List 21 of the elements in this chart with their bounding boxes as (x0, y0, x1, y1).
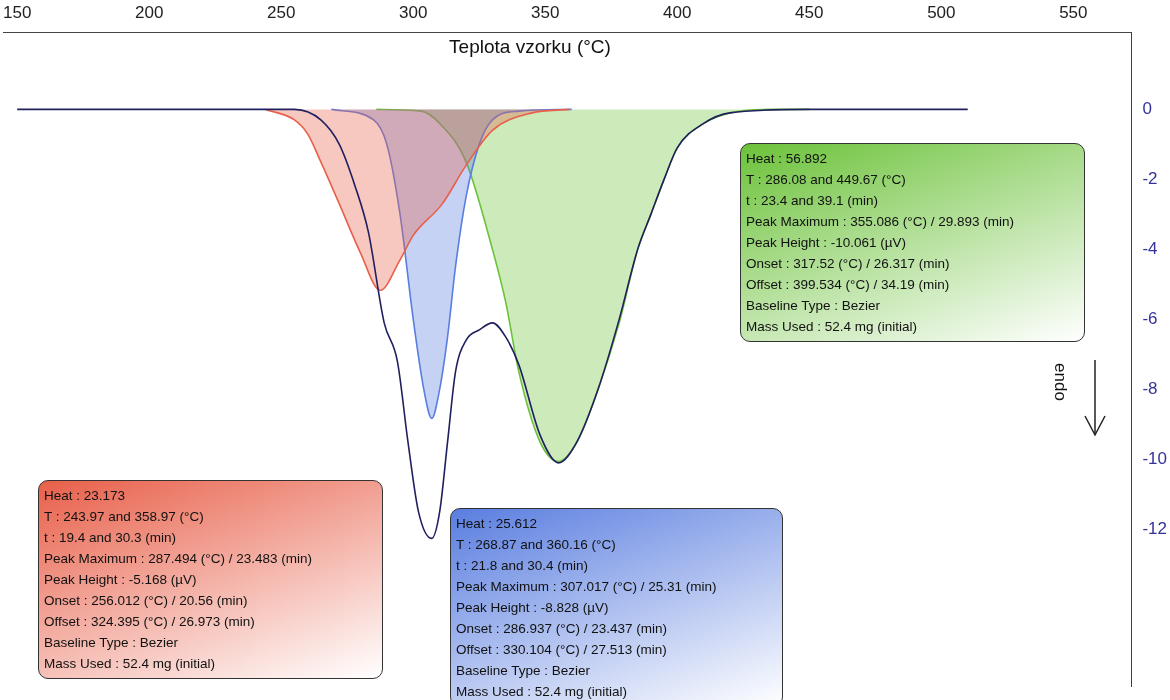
x-tick-label: 550 (1059, 2, 1088, 22)
y-tick-label: -4 (1142, 239, 1158, 259)
x-axis-title: Teplota vzorku (°C) (448, 36, 612, 58)
annotation: endo (1050, 362, 1070, 403)
x-tick-label: 250 (267, 2, 296, 22)
y-tick-label: -6 (1142, 309, 1158, 329)
info-card: Heat : 56.892 T : 286.08 and 449.67 (°C) t : 23.4 and 39.1 (min) Peak Maximum : 355.086 (°C) / 29.893 (min) Peak Height : -10.061 (µV) Onset : 317.52 (°C) / 26.317 (min) Offset : 399.534 (°C) / 34.19 (min) Baseline Type : Bezier Mass Used : 52.4 mg (initial) (740, 143, 1085, 342)
x-tick-label: 200 (135, 2, 164, 22)
info-card: Heat : 25.612 T : 268.87 and 360.16 (°C) t : 21.8 and 30.4 (min) Peak Maximum : 307.017 (°C) / 25.31 (min) Peak Height : -8.828 (µV) Onset : 286.937 (°C) / 23.437 (min) Offset : 330.104 (°C) / 27.513 (min) Baseline Type : Bezier Mass Used : 52.4 mg (initial) (450, 508, 783, 700)
info-card: Heat : 23.173 T : 243.97 and 358.97 (°C) t : 19.4 and 30.3 (min) Peak Maximum : 287.494 (°C) / 23.483 (min) Peak Height : -5.168 (µV) Onset : 256.012 (°C) / 20.56 (min) Offset : 324.395 (°C) / 26.973 (min) Baseline Type : Bezier Mass Used : 52.4 mg (initial) (38, 480, 383, 679)
y-tick-label: -8 (1142, 379, 1158, 399)
x-tick-label: 350 (531, 2, 560, 22)
y-tick-label: -12 (1142, 519, 1168, 539)
y-tick-label: -2 (1142, 169, 1158, 189)
x-tick-label: 500 (927, 2, 956, 22)
x-tick-label: 450 (795, 2, 824, 22)
x-tick-label: 150 (2, 2, 32, 22)
x-tick-label: 300 (399, 2, 428, 22)
y-tick-label: -10 (1142, 449, 1168, 469)
x-tick-label: 400 (663, 2, 692, 22)
y-tick-label: 0 (1142, 99, 1152, 119)
